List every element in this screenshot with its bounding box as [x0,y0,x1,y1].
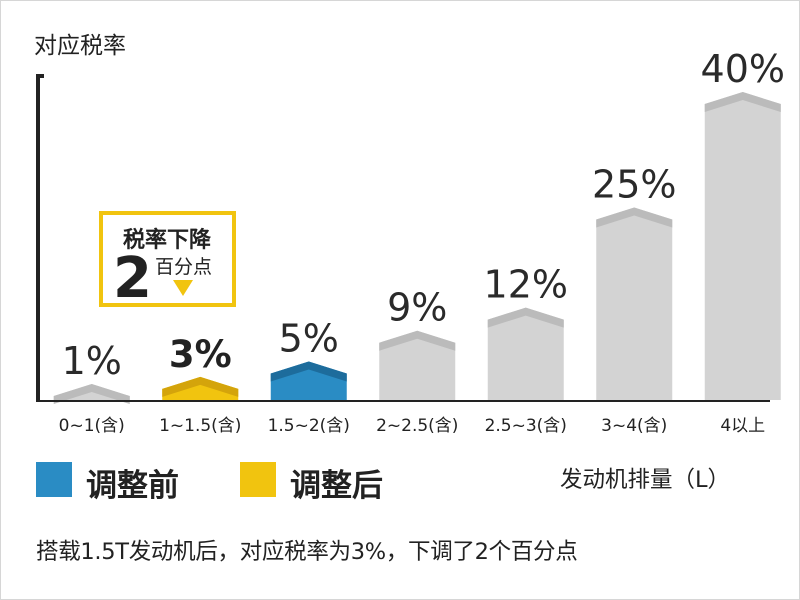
value-label-0: 1% [62,339,122,383]
bar-cap-4 [487,307,564,328]
annotation-arrow [173,280,193,296]
value-label-5: 25% [592,163,676,207]
x-axis-label: 发动机排量（L） [560,467,731,493]
x-tick-label-3: 2~2.5(含) [376,416,458,436]
bar-cap-6 [704,92,781,112]
bar-1 [162,376,239,400]
annotation-callout: 税率下降 2 百分点 [99,211,236,311]
x-tick-label-4: 2.5~3(含) [485,416,567,436]
bar-5 [596,207,673,400]
legend-swatch-after [240,462,276,497]
bar-cap-5 [596,207,673,228]
bar-cap-1 [162,376,239,397]
x-tick-label-1: 1~1.5(含) [159,416,241,436]
bar-4 [487,307,564,400]
annotation-line1: 税率下降 [123,227,212,253]
annotation-box [99,211,236,307]
bar-cap-0 [53,384,130,404]
value-label-1: 3% [169,333,232,376]
value-label-2: 5% [279,317,339,361]
x-tick-label-2: 1.5~2(含) [268,416,350,436]
footer-note: 搭载1.5T发动机后，对应税率为3%，下调了2个百分点 [36,539,578,565]
legend-label-after: 调整后 [290,468,383,504]
y-axis-label: 对应税率 [34,33,126,59]
x-tick-label-5: 3~4(含) [601,416,667,436]
legend-swatch-before [36,462,72,497]
value-label-6: 40% [701,47,785,91]
bar-6 [704,92,781,400]
value-label-4: 12% [484,263,568,307]
y-axis-line [36,74,44,401]
bar-cap-3 [379,330,456,351]
value-label-3: 9% [387,286,447,330]
legend-label-before: 调整前 [86,468,179,504]
bar-3 [379,330,456,400]
x-tick-label-6: 4以上 [720,416,765,436]
annotation-unit: 百分点 [155,256,212,278]
bar-cap-2 [270,361,347,382]
annotation-big-number: 2 [113,246,152,311]
x-tick-label-0: 0~1(含) [59,416,125,436]
